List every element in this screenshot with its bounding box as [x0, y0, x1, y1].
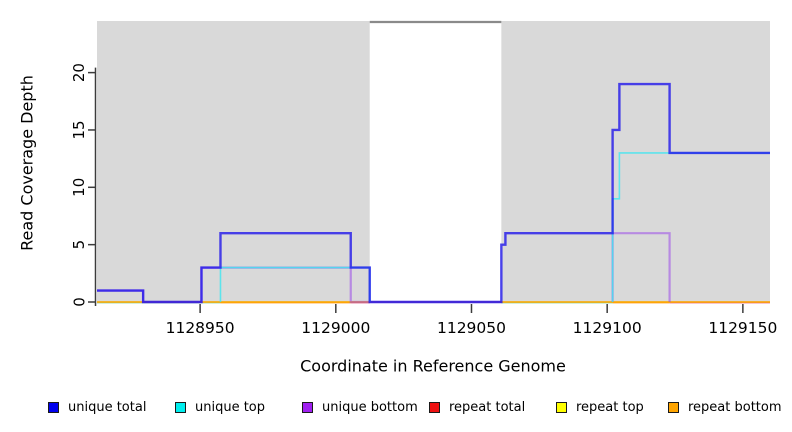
- legend-label: unique bottom: [322, 399, 418, 415]
- legend-swatch: [302, 401, 313, 413]
- legend-item-repeat-bottom: repeat bottom: [668, 398, 782, 416]
- x-tick-label: 1129050: [437, 319, 506, 337]
- legend-label: repeat top: [576, 399, 644, 415]
- legend-item-unique-bottom: unique bottom: [302, 398, 418, 416]
- legend-swatch: [48, 401, 59, 413]
- y-tick-label: 15: [70, 120, 88, 139]
- x-tick-label: 1128950: [166, 319, 235, 337]
- legend-label: unique total: [68, 399, 147, 415]
- y-tick-label: 0: [70, 297, 88, 307]
- legend-item-repeat-total: repeat total: [429, 398, 525, 416]
- legend-label: repeat bottom: [688, 399, 782, 415]
- legend-swatch: [668, 401, 679, 413]
- legend-label: repeat total: [449, 399, 526, 415]
- x-tick-label: 1129100: [573, 319, 642, 337]
- y-tick-label: 20: [70, 63, 88, 82]
- x-tick-label: 1129150: [708, 319, 777, 337]
- legend-swatch: [556, 401, 567, 413]
- legend-item-unique-total: unique total: [48, 398, 146, 416]
- series-unique-total: [97, 82, 770, 304]
- plot-area: 0 5 10 15 20 1128950 1129000 1129050 1129100 1129…: [70, 20, 777, 337]
- legend-swatch: [175, 401, 186, 413]
- x-axis-title: Coordinate in Reference Genome: [300, 356, 566, 376]
- legend-item-repeat-top: repeat top: [556, 398, 644, 416]
- gap-region: [369, 21, 502, 302]
- legend-label: unique top: [195, 399, 266, 415]
- legend: unique total unique top unique bottom repea…: [0, 398, 792, 420]
- y-tick-label: 10: [70, 178, 88, 197]
- legend-item-unique-top: unique top: [175, 398, 265, 416]
- x-tick-label: 1129000: [301, 319, 370, 337]
- y-tick-label: 5: [70, 240, 88, 250]
- legend-swatch: [429, 401, 440, 413]
